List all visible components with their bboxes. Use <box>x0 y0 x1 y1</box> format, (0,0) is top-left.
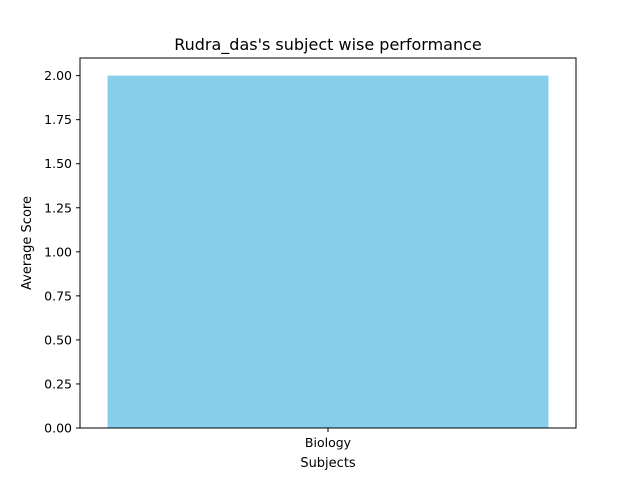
y-tick-label: 0.50 <box>44 332 72 347</box>
y-tick-label: 1.50 <box>44 156 72 171</box>
y-tick-label: 1.25 <box>44 200 72 215</box>
y-tick-label: 0.75 <box>44 288 72 303</box>
x-axis: Biology <box>305 428 352 450</box>
y-tick-label: 0.25 <box>44 376 72 391</box>
bars-layer <box>107 75 549 428</box>
y-axis-label: Average Score <box>20 196 35 290</box>
y-tick-label: 0.00 <box>44 421 72 436</box>
y-tick-label: 2.00 <box>44 68 72 83</box>
x-axis-label: Subjects <box>300 456 356 471</box>
x-tick-label: Biology <box>305 435 352 450</box>
y-tick-label: 1.00 <box>44 244 72 259</box>
y-tick-label: 1.75 <box>44 112 72 127</box>
plot-area <box>79 57 577 429</box>
bar-biology <box>107 75 549 428</box>
y-axis: 0.00 0.25 0.50 0.75 1.00 1.25 1.50 1.75 2.00 <box>44 68 80 436</box>
chart-title: Rudra_das's subject wise performance <box>174 35 482 55</box>
